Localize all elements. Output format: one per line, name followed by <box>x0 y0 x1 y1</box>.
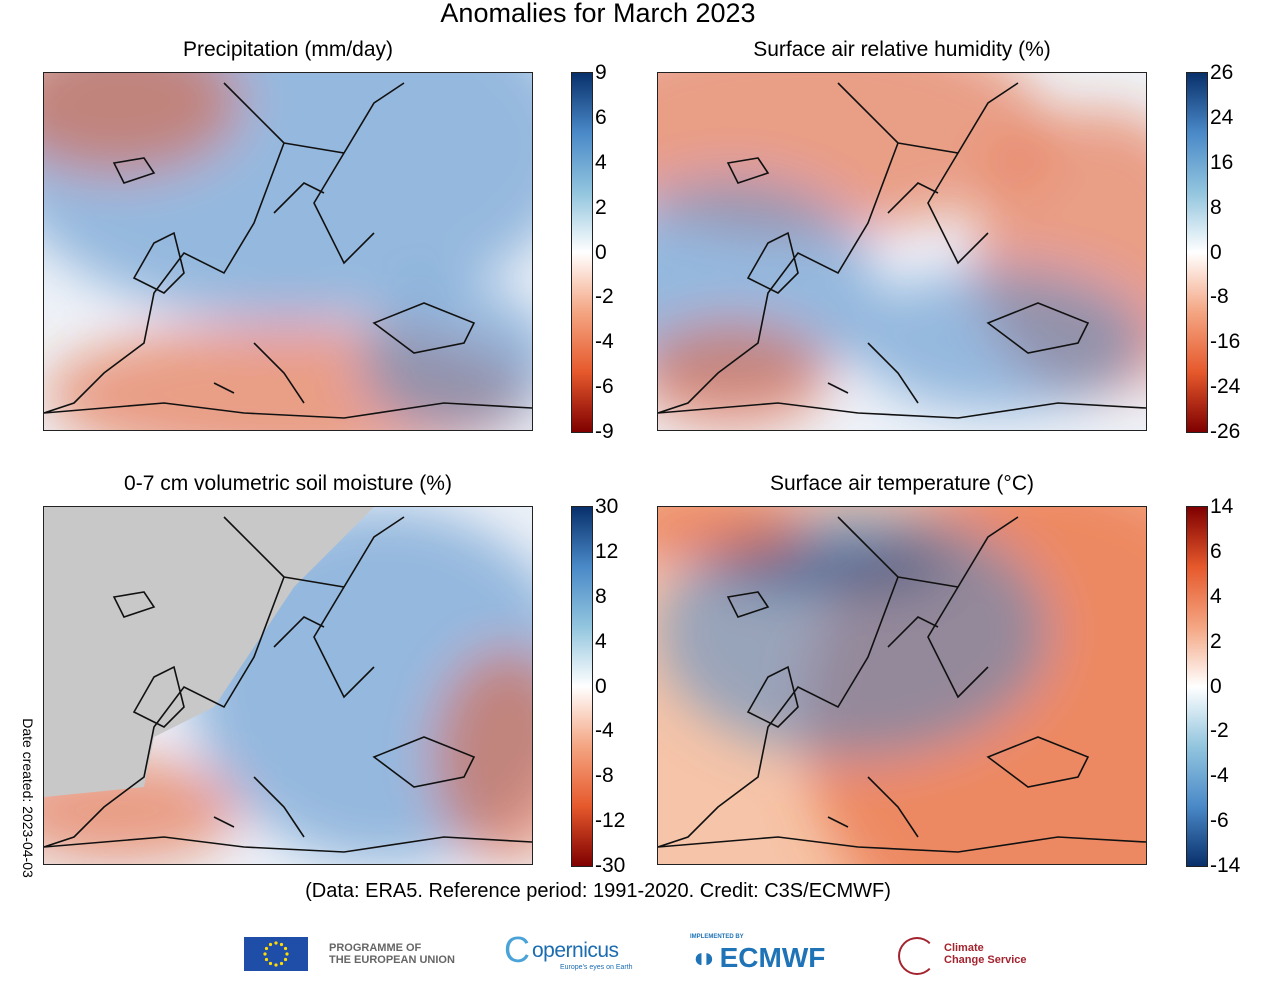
colorbar-tick-label: 0 <box>595 674 607 698</box>
copernicus-tagline: Europe's eyes on Earth <box>560 964 633 971</box>
c3s-line1: Climate <box>944 942 984 954</box>
eu-text-line2: THE EUROPEAN UNION <box>329 954 455 966</box>
map-panel <box>43 506 533 865</box>
colorbar-tick-label: 2 <box>595 195 607 219</box>
eu-flag-logo <box>244 937 308 971</box>
ecmwf-wordmark: ECMWF <box>719 942 826 973</box>
colorbar-tick-label: 4 <box>595 629 607 653</box>
colorbar-tick-label: 6 <box>1210 539 1222 563</box>
colorbar-tick-label: 0 <box>1210 240 1222 264</box>
land-mask <box>44 507 374 797</box>
anomaly-field <box>361 287 532 430</box>
colorbar-tick-label: 8 <box>1210 195 1222 219</box>
eu-star <box>274 941 278 945</box>
credit-line: (Data: ERA5. Reference period: 1991-2020… <box>305 880 891 902</box>
panel-title: Surface air temperature (°C) <box>770 472 1034 495</box>
colorbar-tick-label: 2 <box>1210 629 1222 653</box>
colorbar-tick-label: -8 <box>1210 285 1229 309</box>
eu-star <box>274 963 278 967</box>
colorbar-tick-label: -9 <box>595 420 614 443</box>
panel-title: 0-7 cm volumetric soil moisture (%) <box>124 472 452 495</box>
eu-star <box>268 961 273 966</box>
colorbar-tick-label: 0 <box>595 240 607 264</box>
eu-star <box>279 961 284 966</box>
colorbar-tick-label: 12 <box>595 539 619 563</box>
panel-title: Surface air relative humidity (%) <box>753 38 1051 61</box>
colorbar-tick-label: -6 <box>1210 809 1229 833</box>
colorbar-tick-label: -4 <box>595 330 614 354</box>
map-panel <box>657 506 1147 865</box>
eu-star <box>279 942 284 947</box>
colorbar <box>1186 506 1208 867</box>
eu-star <box>264 957 269 962</box>
colorbar-tick-label: 16 <box>1210 150 1234 174</box>
colorbar-tick-label: -16 <box>1210 330 1241 354</box>
colorbar-tick-label: -2 <box>1210 719 1229 743</box>
coastline <box>658 516 1146 853</box>
colorbar-tick-label: 4 <box>1210 584 1222 608</box>
map-panel <box>43 72 533 431</box>
colorbar-tick-label: 0 <box>1210 674 1222 698</box>
copernicus-wordmark: opernicus <box>532 939 619 962</box>
colorbar-tick-label: -26 <box>1210 420 1241 443</box>
colorbar-tick-label: -2 <box>595 285 614 309</box>
colorbar-tick-label: 14 <box>1210 495 1234 518</box>
copernicus-logo: C opernicus Europe's eyes on Earth <box>504 929 634 974</box>
eu-star <box>283 957 288 962</box>
anomaly-field <box>853 269 1146 413</box>
anomaly-field <box>706 546 951 590</box>
colorbar-tick-label: -4 <box>1210 764 1229 788</box>
eu-star <box>268 942 273 947</box>
coastline <box>658 82 1146 419</box>
c3s-thermometer-icon <box>898 937 936 975</box>
colorbar-tick-label: -24 <box>1210 375 1241 399</box>
eu-star <box>264 946 269 951</box>
colorbar-tick-label: -6 <box>595 375 614 399</box>
ecmwf-symbol-icon: ◖◗ <box>690 942 718 973</box>
map-panel <box>657 72 1147 431</box>
colorbar-tick-label: 30 <box>595 495 619 518</box>
eu-star <box>285 952 289 956</box>
colorbar-tick-label: 4 <box>595 150 607 174</box>
colorbar-tick-label: -12 <box>595 809 626 833</box>
anomaly-field <box>434 649 532 864</box>
colorbar-tick-label: -14 <box>1210 854 1241 877</box>
colorbar-tick-label: 6 <box>595 105 607 129</box>
panel-title: Precipitation (mm/day) <box>182 38 394 61</box>
c3s-line2: Change Service <box>944 954 1027 966</box>
coastline <box>44 82 532 419</box>
colorbar-tick-label: -30 <box>595 854 626 877</box>
colorbar-tick-label: 26 <box>1210 61 1234 84</box>
c3s-text: Climate Change Service <box>944 942 1027 966</box>
colorbar <box>571 72 593 433</box>
anomaly-field <box>658 507 805 561</box>
implemented-by: IMPLEMENTED BY <box>690 934 744 940</box>
ecmwf-logo: IMPLEMENTED BY ◖◗ ECMWF <box>690 934 825 972</box>
anomaly-field <box>44 73 240 173</box>
colorbar <box>571 506 593 867</box>
colorbar-tick-label: -4 <box>595 719 614 743</box>
colorbar-tick-label: 8 <box>595 584 607 608</box>
colorbar <box>1186 72 1208 433</box>
eu-programme-text: PROGRAMME OF THE EUROPEAN UNION <box>329 942 455 966</box>
eu-star <box>263 952 267 956</box>
colorbar-tick-label: 24 <box>1210 105 1234 129</box>
copernicus-c: C <box>504 929 530 970</box>
date-created: Date created: 2023-04-03 <box>20 718 36 878</box>
colorbar-tick-label: 9 <box>595 61 607 84</box>
figure-title: Anomalies for March 2023 <box>440 0 756 28</box>
colorbar-tick-label: -8 <box>595 764 614 788</box>
eu-text-line1: PROGRAMME OF <box>329 942 422 954</box>
eu-star <box>283 946 288 951</box>
coastline <box>44 516 532 853</box>
